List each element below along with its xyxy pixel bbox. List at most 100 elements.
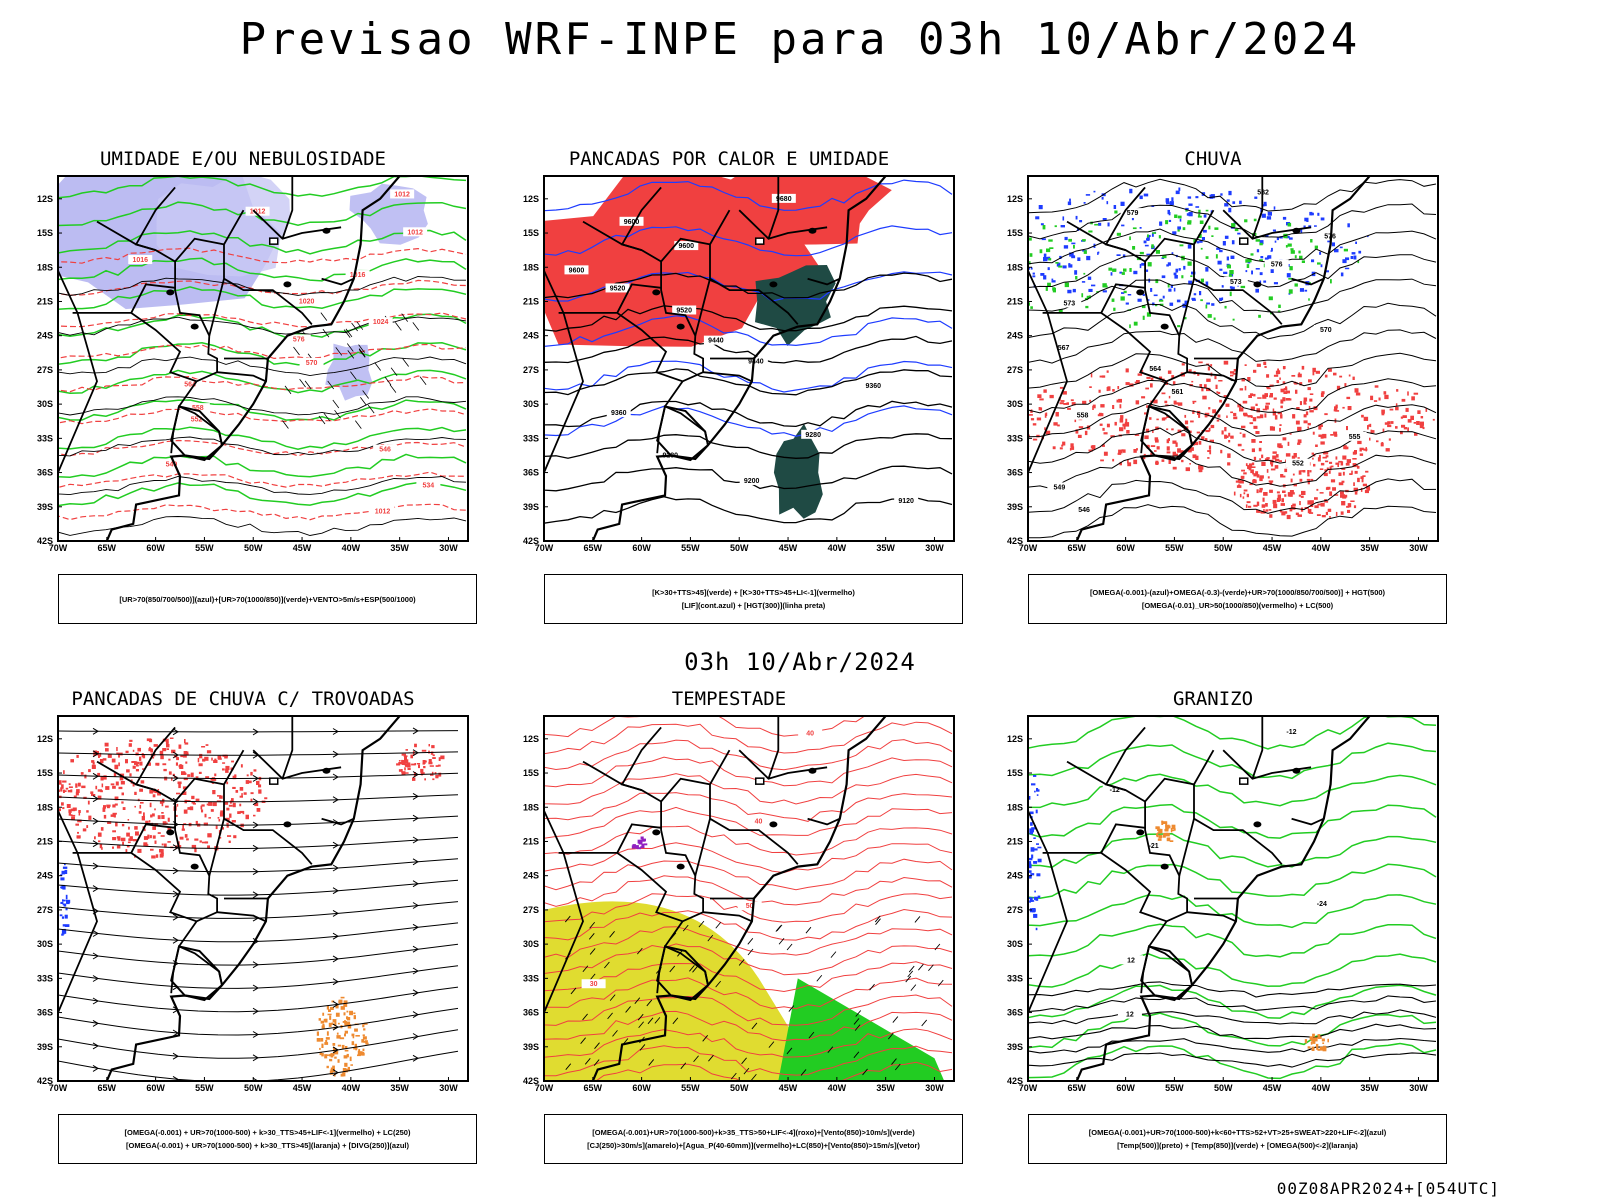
contour-label-bg [370,506,395,516]
rain-area-red [1319,468,1324,470]
thunderstorm-area-red [239,803,242,807]
rain-area-red [1136,448,1138,451]
omega-area-blue [1170,284,1173,288]
height-contour-300 [544,496,953,524]
contour-label-bg [1117,1009,1142,1019]
thunderstorm-area-red [159,800,164,804]
rain-area-red [1154,450,1157,452]
rain-area-red [1253,473,1257,477]
lake-marker [322,767,331,774]
contour-label: 576 [1271,262,1283,269]
wind-vector-850 [778,937,785,945]
wind-vector [334,409,341,419]
rain-area-red [1362,475,1366,477]
height-contour-500 [1028,478,1437,514]
rain-area-red [1152,429,1154,433]
thickness-contour-red [58,471,467,489]
rain-area-red [1273,397,1277,400]
rain-area-red [1249,422,1254,425]
thunderstorm-area-red [145,820,149,824]
rain-area-red [1237,443,1242,447]
rain-area-red [1172,451,1176,456]
thunderstorm-area-red [147,834,150,839]
thunderstorm-area-red [162,763,167,766]
rain-area-red [1168,394,1171,399]
rain-area-red [1264,413,1267,418]
contour-label: 561 [1172,389,1184,396]
rain-area-red [1134,434,1140,436]
thunderstorm-area-red [91,760,95,763]
thunderstorm-area-orange [332,1043,336,1046]
contour-label: 552 [191,417,203,424]
rain-area-red [1282,490,1286,493]
thunderstorm-area-red [242,811,245,815]
temperature-500-contour [1028,1052,1437,1068]
rain-area-red [1264,365,1267,368]
rain-area-red [1098,389,1101,393]
rain-area-red [1300,495,1304,498]
country-border-uruguay [1140,405,1193,462]
wind-850-area-green [778,978,945,1081]
jet-stream-area-yellow [544,901,808,1081]
rain-area-red [1319,492,1324,494]
lake-marker [283,821,292,828]
rain-area-red [1256,489,1259,494]
divergence-area-blue [64,914,68,919]
thunderstorm-area-red [396,763,401,766]
contour-label-bg [1279,727,1304,737]
thunderstorm-area-red [185,751,189,756]
omega-area-blue [1228,190,1232,196]
omega-area-green [1042,225,1046,230]
omega-area-blue [1064,236,1068,241]
omega-area-blue [1193,293,1197,296]
thunderstorm-area-orange [340,1006,345,1010]
omega-area-green [1343,248,1348,252]
wind-vector-850 [887,1032,894,1040]
temperature-850-contour-green [1028,894,1437,929]
streamline-arrow [172,774,179,782]
lon-tick-label: 65W [98,543,117,553]
precipitable-water-contour-red [544,806,953,839]
thunderstorm-area-red [225,768,229,773]
rain-area-red [1155,439,1159,443]
state-border [1042,852,1167,923]
omega-area-green [1255,239,1260,242]
omega-area-green [1187,221,1192,225]
omega-area-blue [1148,234,1151,237]
streamline-arrow [92,817,99,825]
thunderstorm-area-orange [344,1033,346,1037]
omega-area-blue [1113,205,1117,209]
rain-area-red [1281,475,1286,478]
streamline-arrow [172,913,179,921]
state-border [807,277,841,286]
rain-area-red [1402,415,1407,418]
thunderstorm-area-red [129,773,132,777]
rain-area-red [1227,462,1231,466]
omega-area-blue [1237,232,1241,235]
rain-area-red [1318,454,1321,459]
rain-area-red [1279,427,1281,432]
thunderstorm-area-red [160,849,164,854]
streamline-arrow [92,1064,99,1072]
thickness-contour-red [58,312,467,328]
omega-area-green [1139,251,1144,255]
lat-tick-label: 42S [37,1076,53,1086]
thunderstorm-area-red [154,791,158,794]
thunderstorm-area-red [78,813,81,816]
rain-area-red [1293,453,1297,458]
rain-area-red [1291,375,1296,377]
omega-area-green [1213,317,1216,320]
thunderstorm-area-red [225,765,230,770]
omega-area-blue [1270,269,1274,273]
thunderstorm-area-red [157,815,161,820]
lat-tick-label: 18S [523,802,539,812]
thunderstorm-area-red [168,758,171,761]
rain-area-red [1347,503,1352,508]
wind-vector-850 [593,1059,600,1066]
legend-box: [UR>70(850/700/500)](azul)+[UR>70(1000/8… [58,574,477,624]
omega-area-blue [1187,196,1192,199]
storm-area-purple [640,846,645,849]
rain-area-red [1285,453,1291,457]
rain-area-red [1120,415,1124,419]
rain-area-red [1276,491,1280,494]
